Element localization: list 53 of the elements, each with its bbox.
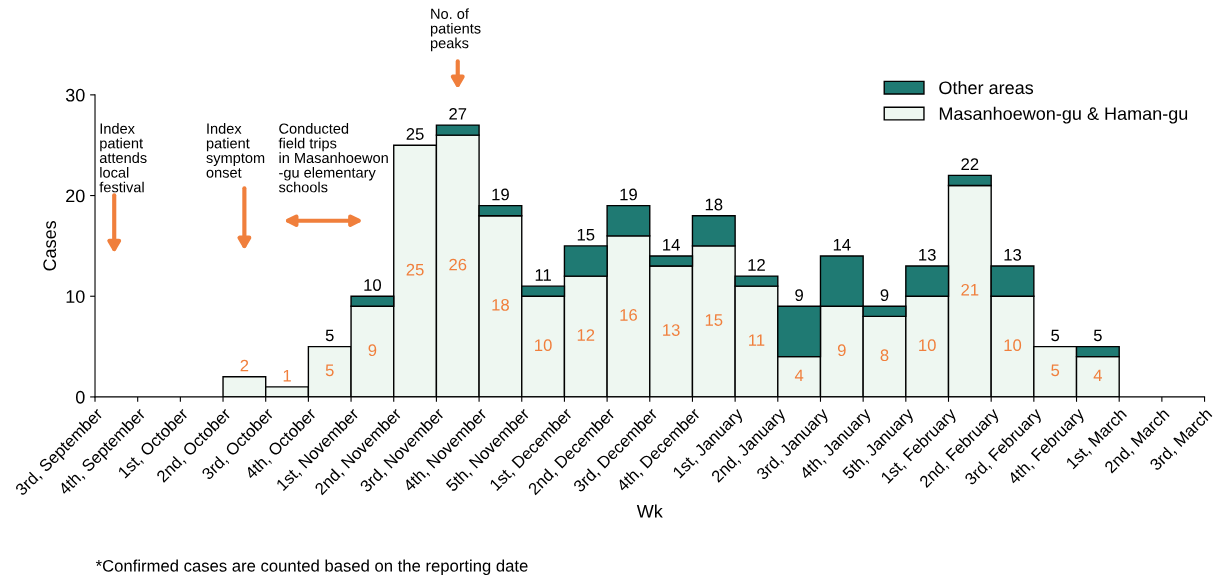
y-tick-label: 0 bbox=[75, 390, 85, 404]
total-label: 5 bbox=[1051, 329, 1060, 342]
legend-label: Other areas bbox=[939, 80, 1034, 95]
data-label: 2 bbox=[240, 359, 249, 372]
total-label: 9 bbox=[880, 289, 889, 301]
total-label: 13 bbox=[1004, 248, 1022, 261]
data-label: 13 bbox=[663, 324, 680, 336]
y-axis-title: Cases bbox=[43, 220, 57, 271]
data-label: 4 bbox=[794, 369, 804, 382]
data-label: 4 bbox=[1093, 369, 1103, 382]
data-label: 9 bbox=[368, 344, 377, 357]
total-label: 9 bbox=[795, 289, 803, 301]
total-label: 25 bbox=[406, 128, 424, 140]
data-label: 11 bbox=[749, 334, 765, 346]
data-label: 15 bbox=[705, 314, 723, 326]
total-label: 14 bbox=[833, 239, 851, 251]
total-label: 14 bbox=[663, 239, 680, 251]
y-tick-label: 10 bbox=[66, 290, 85, 303]
total-label: 11 bbox=[535, 269, 551, 281]
annotation: Index patient attends local festival bbox=[99, 123, 147, 193]
data-label: 16 bbox=[620, 309, 637, 321]
annotation: Index patient symptom onset bbox=[206, 123, 265, 178]
data-label: 12 bbox=[577, 329, 595, 341]
data-label: 1 bbox=[283, 369, 291, 382]
data-label: 25 bbox=[406, 263, 424, 276]
total-label: 10 bbox=[364, 279, 382, 291]
data-label: 8 bbox=[880, 349, 889, 362]
total-label: 12 bbox=[748, 258, 765, 271]
y-tick-label: 20 bbox=[66, 189, 85, 203]
data-label: 9 bbox=[837, 344, 846, 357]
total-label: 19 bbox=[620, 188, 637, 201]
x-axis-title: Wk bbox=[636, 504, 663, 518]
data-label: 21 bbox=[961, 283, 979, 296]
total-label: 5 bbox=[1093, 329, 1102, 342]
total-label: 22 bbox=[961, 158, 979, 170]
annotation: Conducted field trips in Masanhoewon -gu elementary schools bbox=[278, 123, 388, 193]
total-label: 19 bbox=[492, 188, 509, 201]
total-label: 27 bbox=[449, 107, 467, 120]
total-label: 5 bbox=[325, 329, 334, 342]
data-label: 10 bbox=[1004, 339, 1022, 352]
data-label: 10 bbox=[535, 339, 552, 352]
text: *Confirmed cases are counted based on the reporting date bbox=[95, 559, 528, 576]
data-label: 10 bbox=[919, 339, 936, 352]
data-label: 18 bbox=[492, 298, 509, 311]
y-tick-label: 30 bbox=[65, 88, 85, 102]
total-label: 15 bbox=[577, 228, 595, 241]
data-label: 5 bbox=[325, 364, 334, 377]
legend-label: Masanhoewon-gu & Haman-gu bbox=[939, 106, 1188, 124]
total-label: 13 bbox=[919, 248, 936, 261]
data-label: 26 bbox=[449, 258, 467, 271]
text: No. of patients peaks bbox=[430, 8, 481, 52]
data-label: 5 bbox=[1051, 364, 1060, 377]
total-label: 18 bbox=[705, 198, 723, 211]
